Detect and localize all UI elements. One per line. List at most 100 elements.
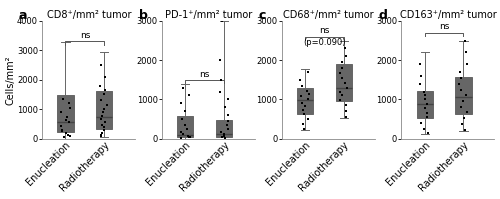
- Text: d: d: [378, 9, 387, 22]
- Point: [424, 131, 432, 134]
- Point: [184, 134, 192, 137]
- Point: [460, 117, 468, 120]
- Point: [464, 62, 471, 66]
- Text: (p=0.090): (p=0.090): [303, 38, 346, 47]
- Point: [304, 117, 312, 121]
- Point: [222, 136, 230, 139]
- Point: [177, 102, 185, 105]
- Title: CD8⁺/mm² tumor: CD8⁺/mm² tumor: [46, 10, 131, 20]
- Point: [304, 98, 312, 101]
- Point: [57, 111, 65, 114]
- Point: [338, 76, 346, 79]
- Point: [66, 135, 74, 138]
- Text: b: b: [138, 9, 147, 22]
- Point: [298, 84, 306, 87]
- Point: [224, 127, 232, 131]
- Point: [420, 127, 428, 131]
- Point: [341, 47, 349, 50]
- Title: CD68⁺/mm² tumor: CD68⁺/mm² tumor: [283, 10, 374, 20]
- Point: [299, 122, 307, 125]
- Point: [98, 135, 106, 138]
- Point: [304, 70, 312, 73]
- Point: [458, 100, 466, 103]
- Point: [66, 106, 74, 109]
- Point: [306, 92, 314, 95]
- PathPatch shape: [96, 91, 112, 129]
- Point: [178, 117, 186, 121]
- Point: [64, 115, 72, 118]
- Point: [336, 90, 344, 93]
- Point: [300, 113, 308, 116]
- Point: [60, 135, 68, 139]
- Point: [222, 123, 230, 127]
- Point: [59, 97, 67, 100]
- Point: [217, 130, 225, 133]
- Point: [96, 84, 104, 87]
- Point: [216, 59, 224, 62]
- Point: [98, 131, 106, 134]
- Point: [220, 134, 228, 137]
- Point: [221, 106, 229, 109]
- Point: [423, 112, 431, 115]
- Point: [58, 125, 66, 128]
- Point: [218, 135, 226, 138]
- Point: [422, 115, 430, 119]
- Text: ns: ns: [200, 70, 210, 79]
- Point: [179, 86, 187, 89]
- Point: [181, 110, 189, 113]
- PathPatch shape: [336, 64, 352, 101]
- Text: ns: ns: [319, 26, 330, 35]
- Point: [218, 19, 226, 22]
- Point: [417, 74, 425, 77]
- Point: [302, 105, 310, 108]
- Point: [336, 99, 344, 102]
- Point: [457, 106, 465, 109]
- Point: [421, 106, 429, 110]
- Point: [420, 90, 428, 93]
- Y-axis label: Cells/mm²: Cells/mm²: [6, 55, 16, 104]
- Point: [183, 127, 191, 131]
- Point: [300, 127, 308, 131]
- Point: [304, 89, 312, 92]
- Point: [296, 78, 304, 81]
- Point: [58, 128, 66, 131]
- Point: [462, 51, 470, 54]
- Point: [420, 98, 428, 101]
- Point: [460, 39, 468, 42]
- Point: [102, 121, 110, 124]
- PathPatch shape: [58, 95, 74, 132]
- Point: [177, 137, 185, 140]
- Point: [100, 129, 108, 132]
- Point: [423, 102, 431, 106]
- Point: [421, 94, 429, 97]
- Point: [62, 118, 70, 121]
- Point: [99, 111, 107, 114]
- PathPatch shape: [177, 116, 194, 138]
- Point: [100, 126, 108, 129]
- Point: [97, 117, 105, 120]
- Text: c: c: [258, 9, 266, 22]
- Point: [98, 124, 106, 127]
- Point: [186, 135, 194, 138]
- Point: [180, 123, 188, 127]
- PathPatch shape: [297, 88, 313, 114]
- Point: [220, 132, 228, 136]
- Point: [458, 122, 466, 125]
- Point: [342, 55, 350, 58]
- Title: CD163⁺/mm² tumor: CD163⁺/mm² tumor: [400, 10, 496, 20]
- Point: [216, 90, 224, 93]
- Point: [186, 136, 194, 139]
- Point: [98, 99, 106, 102]
- Point: [462, 94, 470, 97]
- Point: [185, 94, 193, 97]
- Point: [342, 110, 350, 113]
- Point: [456, 70, 464, 73]
- Point: [224, 113, 232, 117]
- PathPatch shape: [416, 91, 433, 118]
- Point: [178, 130, 186, 133]
- Point: [64, 134, 72, 137]
- Point: [100, 108, 108, 111]
- Point: [416, 82, 424, 85]
- Point: [463, 110, 471, 114]
- Point: [338, 66, 346, 70]
